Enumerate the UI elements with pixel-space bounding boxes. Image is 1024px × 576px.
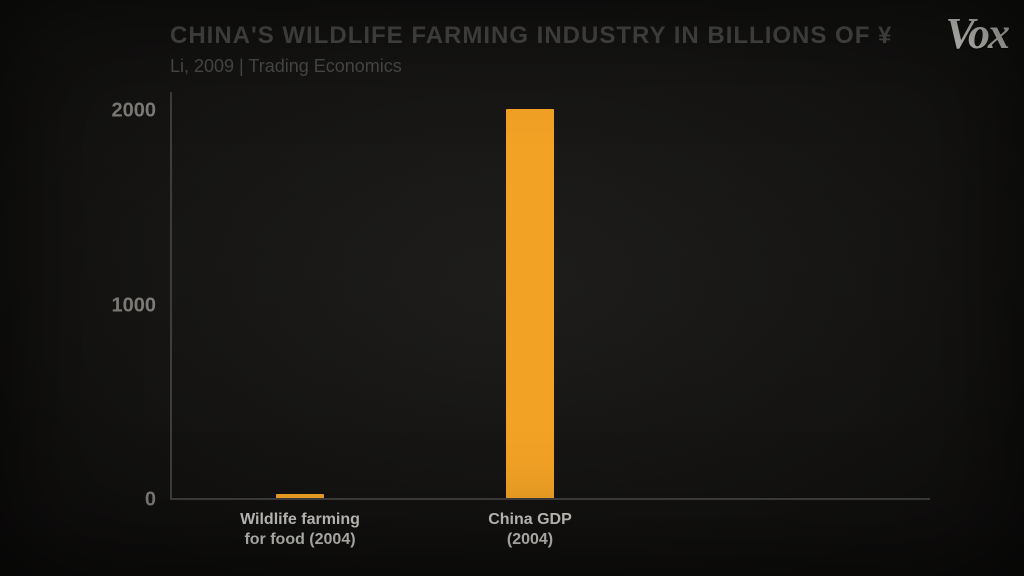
y-tick-label: 1000 <box>76 294 156 317</box>
vox-logo: Vox <box>946 8 1008 59</box>
stage: CHINA'S WILDLIFE FARMING INDUSTRY IN BIL… <box>0 0 1024 576</box>
chart-subtitle: Li, 2009 | Trading Economics <box>170 56 402 77</box>
category-label: China GDP (2004) <box>430 510 630 550</box>
bar <box>276 494 324 498</box>
chart-title: CHINA'S WILDLIFE FARMING INDUSTRY IN BIL… <box>170 22 892 50</box>
category-label: Wildlife farming for food (2004) <box>200 510 400 550</box>
y-tick-label: 2000 <box>76 100 156 123</box>
bar-chart: 0 1000 2000 Wildlife farming for food (2… <box>170 92 930 500</box>
y-tick-label: 0 <box>76 489 156 512</box>
bar <box>506 109 554 498</box>
y-axis <box>170 92 172 500</box>
x-axis <box>170 498 930 500</box>
